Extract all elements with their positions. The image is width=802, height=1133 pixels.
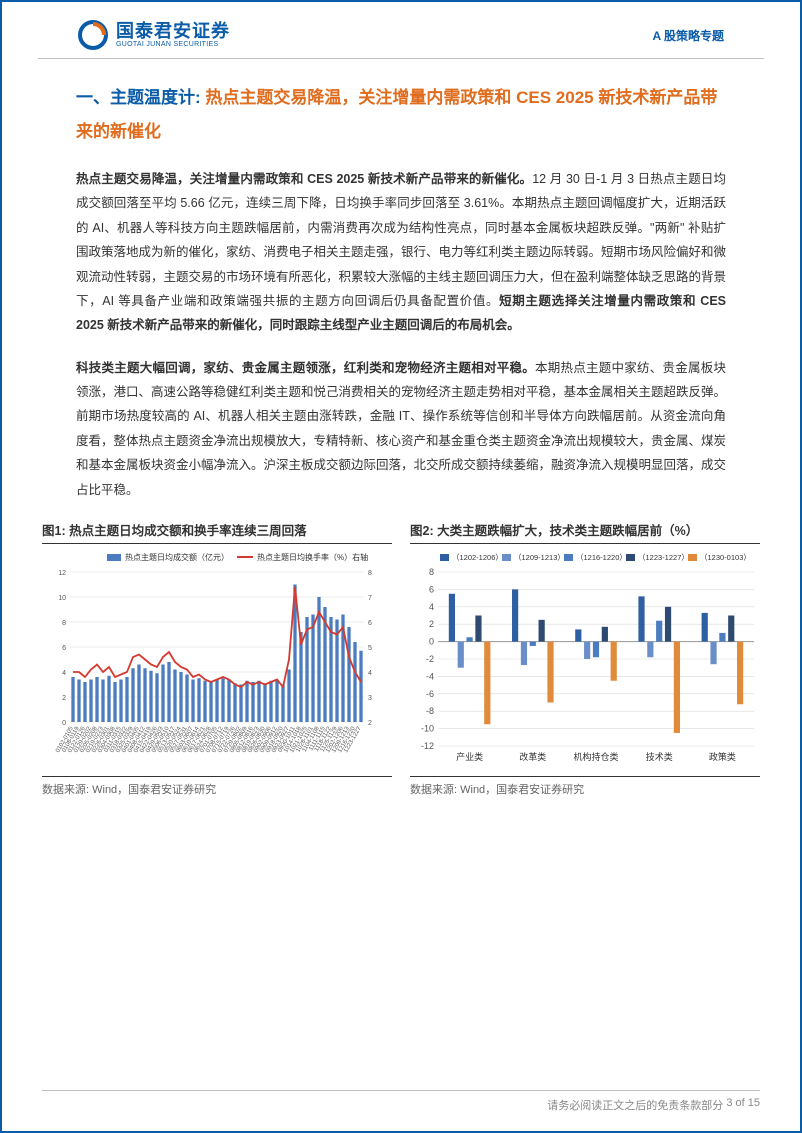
- chart1-title: 图1: 热点主题日均成交额和换手率连续三周回落: [42, 520, 392, 544]
- svg-text:4: 4: [62, 670, 66, 677]
- para2-lead-bold: 科技类主题大幅回调，家纺、贵金属主题领涨，红利类和宠物经济主题相对平稳。: [76, 361, 535, 375]
- svg-text:政策类: 政策类: [709, 751, 736, 762]
- svg-text:0: 0: [429, 636, 434, 646]
- para1-body: 12 月 30 日-1 月 3 日热点主题日均成交额回落至平均 5.66 亿元，…: [76, 172, 726, 308]
- svg-text:机构持仓类: 机构持仓类: [573, 751, 618, 762]
- chart2-block: 图2: 大类主题跌幅扩大，技术类主题跌幅居前（%） -12 -10 -8 -6 -4 -2…: [410, 520, 760, 797]
- para1-lead-bold: 热点主题交易降温，关注增量内需政策和 CES 2025 新技术新产品带来的新催化…: [76, 172, 532, 186]
- svg-text:（1223-1227）: （1223-1227）: [638, 553, 689, 562]
- section-heading-prefix: 一、主题温度计:: [76, 88, 205, 107]
- page-footer: 请务必阅读正文之后的免责条款部分 3 of 15: [42, 1090, 760, 1113]
- paragraph-1: 热点主题交易降温，关注增量内需政策和 CES 2025 新技术新产品带来的新催化…: [76, 167, 726, 338]
- brand-name-en: GUOTAI JUNAN SECURITIES: [116, 41, 230, 48]
- svg-text:（1209-1213）: （1209-1213）: [514, 553, 565, 562]
- document-tag: A 股策略专题: [652, 27, 724, 44]
- svg-text:-6: -6: [426, 689, 434, 699]
- svg-text:-10: -10: [421, 723, 434, 733]
- chart2-source: 数据来源: Wind，国泰君安证券研究: [410, 776, 760, 797]
- brand-logo-icon: [78, 20, 108, 50]
- svg-text:-8: -8: [426, 706, 434, 716]
- footer-page-number: 3 of 15: [723, 1097, 760, 1113]
- footer-disclaimer: 请务必阅读正文之后的免责条款部分: [547, 1097, 723, 1113]
- svg-text:-2: -2: [426, 654, 434, 664]
- svg-text:0: 0: [62, 720, 66, 727]
- svg-text:4: 4: [368, 670, 372, 677]
- svg-text:热点主题日均成交额（亿元）: 热点主题日均成交额（亿元）: [125, 552, 229, 562]
- svg-text:8: 8: [62, 620, 66, 627]
- svg-text:7: 7: [368, 595, 372, 602]
- svg-text:2: 2: [62, 695, 66, 702]
- charts-row: 图1: 热点主题日均成交额和换手率连续三周回落 0 2 4 6 8 10 12 2 3 4 5 6 7 8…: [2, 520, 800, 797]
- svg-text:-4: -4: [426, 671, 434, 681]
- svg-text:2: 2: [429, 619, 434, 629]
- page-header: 国泰君安证券 GUOTAI JUNAN SECURITIES A 股策略专题: [38, 2, 764, 59]
- svg-text:（1216-1220）: （1216-1220）: [576, 553, 627, 562]
- para2-body: 本期热点主题中家纺、贵金属板块领涨，港口、高速公路等稳健红利类主题和悦己消费相关…: [76, 361, 726, 497]
- chart1-canvas: 02468101223456780102-01050108-01190122-0…: [42, 550, 392, 770]
- chart2-title: 图2: 大类主题跌幅扩大，技术类主题跌幅居前（%）: [410, 520, 760, 544]
- chart2-canvas: -12 -10 -8 -6 -4 -2 0 2 4 6 8 产业类 改革类 机构持仓类 技术类 政策类 （120…: [410, 550, 760, 770]
- svg-text:（1202-1206）: （1202-1206）: [452, 553, 503, 562]
- chart1-source: 数据来源: Wind，国泰君安证券研究: [42, 776, 392, 797]
- svg-text:8: 8: [368, 570, 372, 577]
- chart1-svg: 02468101223456780102-01050108-01190122-0…: [42, 550, 392, 770]
- svg-text:6: 6: [429, 584, 434, 594]
- svg-text:3: 3: [368, 695, 372, 702]
- svg-text:改革类: 改革类: [519, 751, 546, 762]
- svg-text:4: 4: [429, 602, 434, 612]
- svg-text:热点主题日均换手率（%）右轴: 热点主题日均换手率（%）右轴: [257, 552, 368, 562]
- page-frame: 国泰君安证券 GUOTAI JUNAN SECURITIES A 股策略专题 一…: [0, 0, 802, 1133]
- chart2-svg: -12 -10 -8 -6 -4 -2 0 2 4 6 8 产业类 改革类 机构持仓类 技术类 政策类 （120…: [410, 550, 760, 770]
- svg-text:2: 2: [368, 720, 372, 727]
- svg-text:产业类: 产业类: [456, 751, 483, 762]
- paragraph-2: 科技类主题大幅回调，家纺、贵金属主题领涨，红利类和宠物经济主题相对平稳。本期热点…: [76, 356, 726, 502]
- content-area: 一、主题温度计: 热点主题交易降温，关注增量内需政策和 CES 2025 新技术…: [2, 59, 800, 502]
- svg-text:10: 10: [58, 595, 66, 602]
- svg-text:8: 8: [429, 567, 434, 577]
- brand-text: 国泰君安证券 GUOTAI JUNAN SECURITIES: [116, 22, 230, 48]
- svg-text:技术类: 技术类: [646, 751, 673, 762]
- brand-name-cn: 国泰君安证券: [116, 22, 230, 41]
- svg-text:5: 5: [368, 645, 372, 652]
- svg-text:（1230-0103）: （1230-0103）: [700, 553, 751, 562]
- section-heading: 一、主题温度计: 热点主题交易降温，关注增量内需政策和 CES 2025 新技术…: [76, 81, 726, 149]
- chart1-block: 图1: 热点主题日均成交额和换手率连续三周回落 0 2 4 6 8 10 12 2 3 4 5 6 7 8…: [42, 520, 392, 797]
- brand-block: 国泰君安证券 GUOTAI JUNAN SECURITIES: [78, 20, 230, 50]
- svg-text:-12: -12: [421, 741, 434, 751]
- svg-text:6: 6: [62, 645, 66, 652]
- svg-text:12: 12: [58, 570, 66, 577]
- svg-text:6: 6: [368, 620, 372, 627]
